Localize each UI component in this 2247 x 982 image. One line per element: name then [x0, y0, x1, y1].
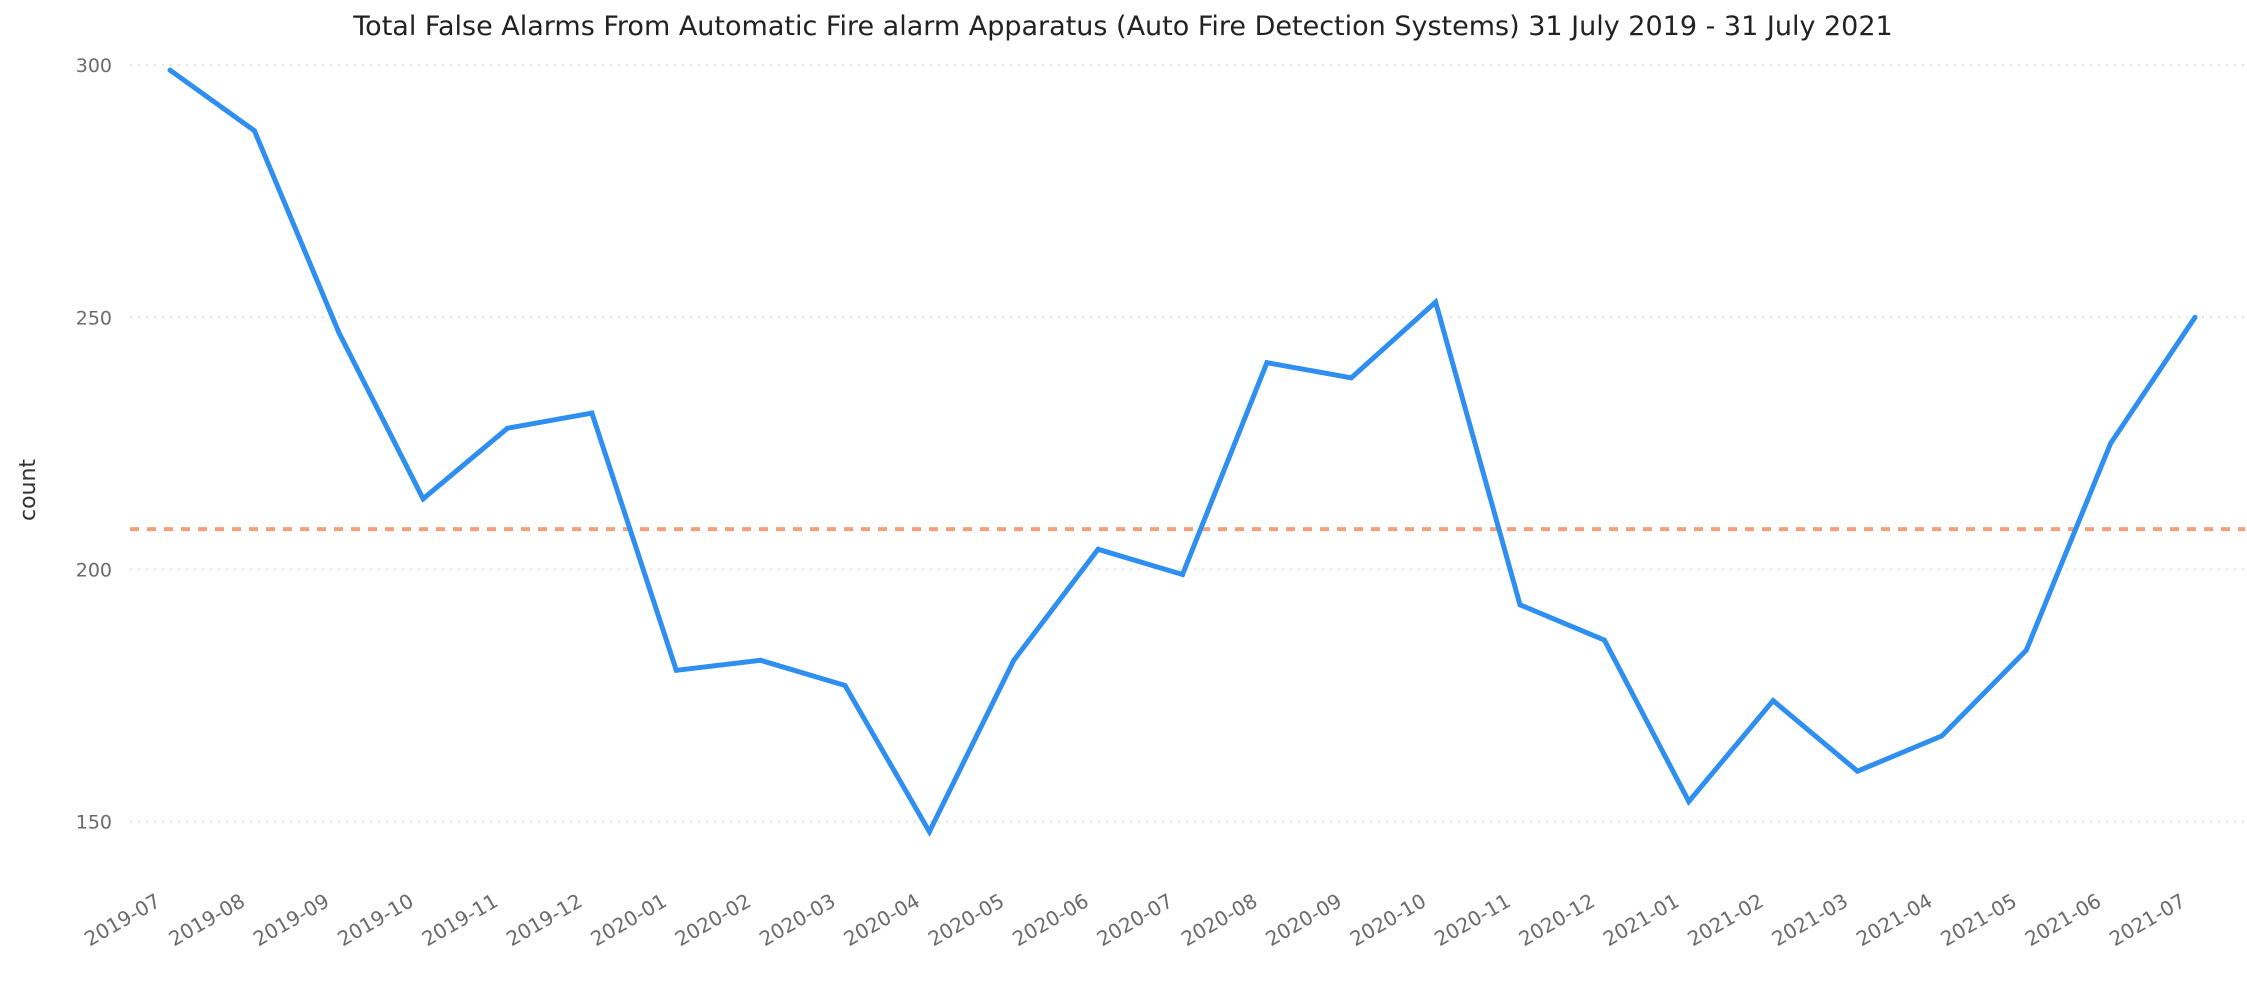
- x-tick-label-2020-09: 2020-09: [1261, 889, 1345, 952]
- y-tick-label-250: 250: [76, 307, 112, 329]
- x-tick-label-2019-11: 2019-11: [418, 889, 502, 952]
- y-axis-ticks: 150 200 250 300: [76, 55, 112, 834]
- x-tick-label-2021-05: 2021-05: [1936, 889, 2020, 952]
- x-tick-label-2019-07: 2019-07: [80, 889, 164, 952]
- data-point-2021-05: [2023, 647, 2029, 653]
- x-tick-label-2020-04: 2020-04: [839, 889, 923, 952]
- data-point-2020-01: [673, 667, 679, 673]
- x-tick-label-2020-08: 2020-08: [1177, 889, 1261, 952]
- x-tick-label-2020-10: 2020-10: [1346, 889, 1430, 952]
- data-point-2019-09: [336, 329, 342, 335]
- x-tick-label-2020-07: 2020-07: [1093, 889, 1177, 952]
- data-point-2019-12: [589, 410, 595, 416]
- data-point-2020-09: [1348, 375, 1354, 381]
- data-point-2021-03: [1855, 768, 1860, 774]
- x-tick-label-2021-07: 2021-07: [2105, 889, 2189, 952]
- data-point-2020-10: [1433, 299, 1439, 305]
- y-tick-label-300: 300: [76, 55, 112, 77]
- x-tick-label-2021-01: 2021-01: [1599, 889, 1683, 952]
- data-point-2019-11: [505, 425, 510, 431]
- data-point-2021-04: [1939, 733, 1945, 739]
- series-line-0: [168, 68, 2198, 838]
- x-tick-label-2020-12: 2020-12: [1514, 889, 1598, 952]
- x-axis-ticks: 2019-07 2019-08 2019-09 2019-10 2019-11 2019-…: [80, 889, 2189, 952]
- x-tick-label-2020-11: 2020-11: [1430, 889, 1514, 952]
- x-tick-label-2021-02: 2021-02: [1683, 889, 1767, 952]
- gridlines: [130, 64, 2245, 823]
- data-point-2020-06: [1095, 546, 1101, 552]
- data-point-2019-08: [251, 128, 257, 134]
- data-point-2019-07: [167, 67, 173, 73]
- x-tick-label-2020-05: 2020-05: [924, 889, 1008, 952]
- x-tick-label-2020-02: 2020-02: [671, 889, 755, 952]
- x-tick-label-2019-12: 2019-12: [502, 889, 586, 952]
- data-point-2019-10: [420, 496, 426, 502]
- data-point-2020-05: [1011, 657, 1017, 663]
- x-tick-label-2021-06: 2021-06: [2021, 889, 2105, 952]
- y-tick-label-200: 200: [76, 559, 112, 581]
- x-tick-label-2019-08: 2019-08: [164, 889, 248, 952]
- data-point-2020-07: [1180, 572, 1185, 578]
- x-tick-label-2020-01: 2020-01: [586, 889, 670, 952]
- data-point-2021-02: [1770, 698, 1776, 704]
- y-axis-title: count: [16, 459, 41, 521]
- series-layer: [167, 67, 2198, 838]
- x-tick-label-2021-04: 2021-04: [1852, 889, 1936, 952]
- data-point-2020-12: [1601, 637, 1607, 643]
- x-tick-label-2021-03: 2021-03: [1768, 889, 1852, 952]
- chart-title: Total False Alarms From Automatic Fire a…: [352, 11, 1892, 42]
- data-point-2020-11: [1517, 602, 1523, 608]
- data-point-2021-01: [1686, 798, 1692, 804]
- data-point-2020-04: [926, 829, 932, 835]
- x-tick-label-2020-06: 2020-06: [1008, 889, 1092, 952]
- data-point-2021-07: [2192, 314, 2198, 320]
- x-tick-label-2019-10: 2019-10: [333, 889, 417, 952]
- data-point-2020-03: [842, 682, 848, 688]
- x-tick-label-2019-09: 2019-09: [249, 889, 333, 952]
- y-tick-label-150: 150: [76, 812, 112, 834]
- data-point-2020-02: [758, 657, 764, 663]
- x-tick-label-2020-03: 2020-03: [755, 889, 839, 952]
- data-point-2020-08: [1264, 360, 1270, 366]
- data-point-2021-06: [2108, 440, 2114, 446]
